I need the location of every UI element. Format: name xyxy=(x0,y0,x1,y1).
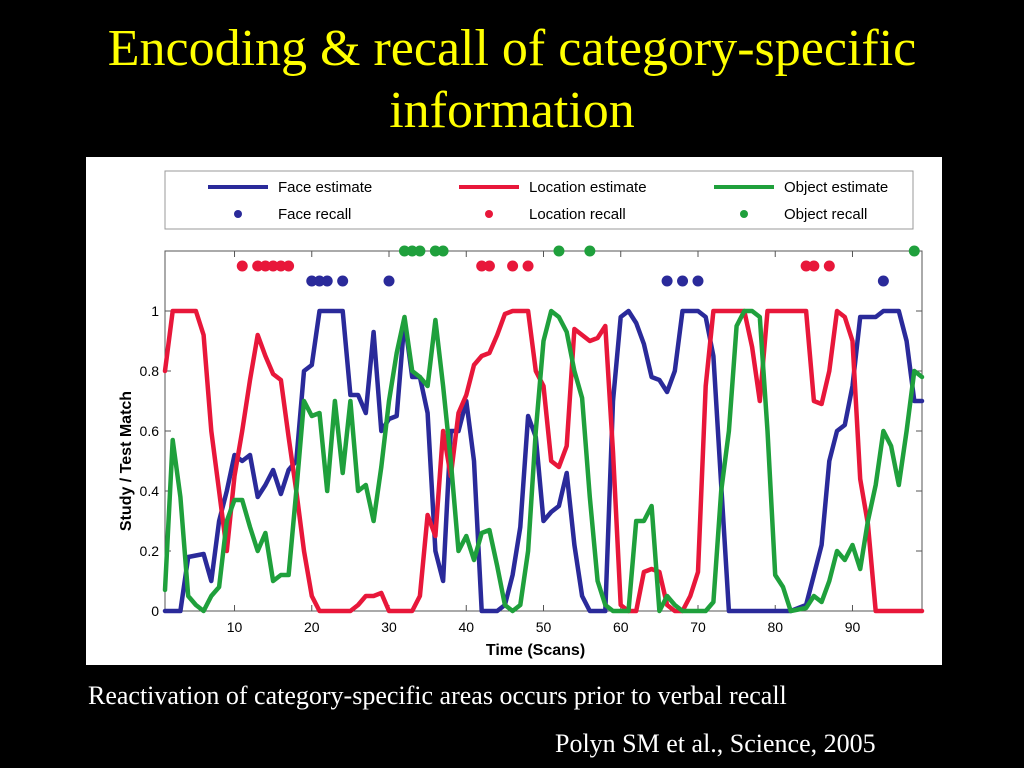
recall-point xyxy=(259,260,271,272)
recall-point xyxy=(692,275,704,287)
recall-point xyxy=(414,245,426,257)
legend-dot-swatch xyxy=(740,210,748,218)
series-line xyxy=(162,308,925,614)
recall-point xyxy=(313,275,325,287)
recall-point xyxy=(398,245,410,257)
recall-point xyxy=(252,260,264,272)
x-axis-title: Time (Scans) xyxy=(486,642,585,659)
x-tick-label: 20 xyxy=(304,619,320,635)
legend-dot-swatch xyxy=(234,210,242,218)
x-tick-label: 10 xyxy=(227,619,243,635)
x-tick-label: 30 xyxy=(381,619,397,635)
recall-point xyxy=(877,275,889,287)
x-tick-label: 70 xyxy=(690,619,706,635)
chart-panel: Face estimate Location estimate Object est… xyxy=(86,157,942,665)
y-tick-label: 0.4 xyxy=(140,483,160,499)
recall-point xyxy=(808,260,820,272)
y-axis-title: Study / Test Match xyxy=(118,391,135,531)
slide-citation: Polyn SM et al., Science, 2005 xyxy=(555,729,876,758)
x-tick-label: 50 xyxy=(536,619,552,635)
y-tick-label: 0.8 xyxy=(140,363,160,379)
legend-label: Object recall xyxy=(784,206,867,223)
legend: Face estimate Location estimate Object est… xyxy=(164,170,914,230)
x-tick-label: 40 xyxy=(458,619,474,635)
recall-point xyxy=(383,275,395,287)
y-tick-label: 0.6 xyxy=(140,423,160,439)
recall-point xyxy=(507,260,519,272)
legend-label: Face estimate xyxy=(278,179,372,196)
recall-point xyxy=(584,245,596,257)
legend-dot-swatch xyxy=(485,210,493,218)
recall-point xyxy=(306,275,318,287)
legend-label: Object estimate xyxy=(784,179,888,196)
legend-label: Location estimate xyxy=(529,179,647,196)
recall-point xyxy=(476,260,488,272)
series-line xyxy=(162,308,925,614)
slide-caption: Reactivation of category-specific areas … xyxy=(88,681,787,710)
recall-point xyxy=(800,260,812,272)
legend-label: Location recall xyxy=(529,206,626,223)
recall-point xyxy=(908,245,920,257)
line-chart: Face estimate Location estimate Object est… xyxy=(86,157,942,665)
y-tick-label: 0.2 xyxy=(140,543,160,559)
x-tick-label: 80 xyxy=(767,619,783,635)
recall-point xyxy=(275,260,287,272)
recall-point xyxy=(236,260,248,272)
y-tick-label: 1 xyxy=(151,303,159,319)
axes: 10 20 30 40 50 60 70 80 90 0 0.2 0.4 0.6 0.8 1 Time (Sc… xyxy=(118,250,923,659)
recall-point xyxy=(337,275,349,287)
y-tick-label: 0 xyxy=(151,603,159,619)
slide-title: Encoding & recall of category-specific i… xyxy=(107,20,917,139)
recall-point xyxy=(267,260,279,272)
recall-point xyxy=(522,260,534,272)
series-line xyxy=(162,308,925,614)
x-tick-label: 60 xyxy=(613,619,629,635)
legend-label: Face recall xyxy=(278,206,351,223)
recall-point xyxy=(823,260,835,272)
recall-point xyxy=(429,245,441,257)
recall-point xyxy=(283,260,295,272)
recall-point xyxy=(661,275,673,287)
recall-point xyxy=(677,275,689,287)
recall-point xyxy=(406,245,418,257)
recall-point xyxy=(321,275,333,287)
recall-point xyxy=(483,260,495,272)
x-tick-label: 90 xyxy=(845,619,861,635)
recall-point xyxy=(553,245,565,257)
series-lines xyxy=(162,308,925,614)
recall-point xyxy=(437,245,449,257)
legend-box xyxy=(164,170,914,230)
chart-background xyxy=(86,157,942,665)
recall-markers xyxy=(236,245,920,287)
